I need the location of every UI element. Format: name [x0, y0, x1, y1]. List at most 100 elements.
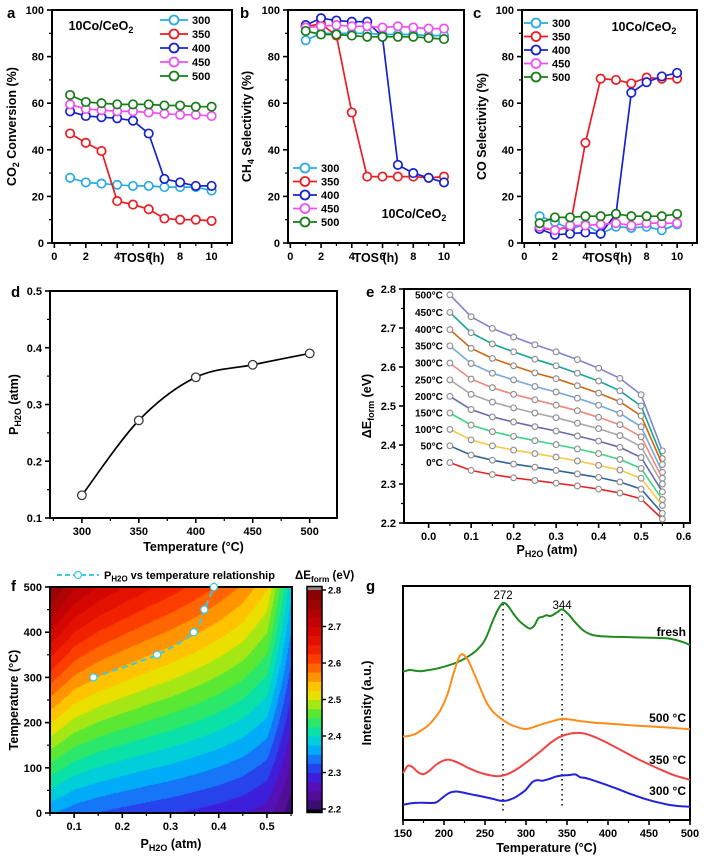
eform-series-marker [616, 387, 624, 395]
legend-marker [168, 14, 180, 26]
series-450-marker [672, 218, 683, 229]
series-450-marker [65, 99, 76, 110]
series-400-line [305, 17, 445, 184]
x-axis-title: Temperature (°C) [496, 841, 597, 855]
series-350-marker [610, 74, 622, 85]
eform-series-marker [488, 384, 496, 392]
panel-g: 150 200 250 300 350 400 450 500 Temperature (°C)… [360, 578, 699, 855]
colorbar-band [307, 717, 322, 728]
y-tick-label: 0 [508, 238, 514, 250]
x-tick-label: 350 [130, 526, 148, 538]
eform-series-marker [552, 453, 560, 461]
eform-series-marker [467, 466, 475, 474]
y-tick-label: 2.2 [381, 518, 396, 530]
x-tick-label: 0.3 [163, 821, 178, 833]
eform-series-marker [552, 375, 560, 383]
eform-series-marker [616, 478, 624, 486]
eform-series-marker [637, 412, 645, 420]
catalyst-label: 10Co/CeO2 [69, 19, 134, 35]
colorbar-band [307, 690, 322, 700]
plot-frame [49, 290, 338, 519]
eform-series-marker [510, 432, 518, 440]
eform-series-marker [552, 348, 560, 356]
x-tick-label: 10 [438, 251, 450, 263]
series-350-line [305, 23, 445, 179]
eform-series-marker [637, 454, 645, 461]
eform-series-marker [573, 419, 581, 427]
colorbar-band [307, 726, 322, 737]
curve-label: 350 °C [649, 753, 686, 767]
series-350-marker [112, 196, 123, 207]
y-tick-label: 0.3 [27, 400, 42, 412]
eform-series-marker [446, 342, 454, 350]
series-400-marker [656, 71, 667, 82]
panel-letter: d [11, 284, 20, 301]
series-temperature-label: 50°C [421, 441, 443, 452]
legend-label: 400 [321, 190, 339, 202]
series-400-marker [159, 173, 170, 184]
series-500-marker [206, 101, 217, 112]
x-tick-label: 2 [318, 251, 324, 263]
series-450-marker [159, 108, 170, 119]
colorbar-band [307, 736, 322, 746]
eform-series-marker [552, 388, 560, 396]
overlay-point [89, 673, 98, 682]
panel-letter: a [7, 5, 16, 22]
eform-series-marker [616, 455, 624, 463]
series-500-marker [96, 98, 107, 109]
series-300-line [69, 176, 212, 192]
series-500-marker [580, 211, 591, 222]
eform-series-marker [467, 360, 475, 367]
series-300-marker [300, 35, 311, 46]
legend-label: 450 [321, 204, 339, 216]
series-450-marker [315, 21, 327, 32]
eform-series-marker [467, 421, 475, 429]
eform-series-marker [595, 425, 603, 433]
series-450-marker [595, 219, 606, 230]
x-tick-label: 8 [177, 251, 183, 263]
series-500-marker [392, 31, 403, 42]
legend-label: 500 [192, 71, 210, 83]
legend-label: 450 [552, 59, 570, 71]
y-tick-label: 0 [274, 238, 280, 250]
legend-panel-a: 300 350 400 450 500 [160, 14, 210, 83]
series-500-marker [672, 208, 683, 219]
colorbar-band [307, 708, 322, 719]
y-tick-label: 0.1 [27, 513, 42, 525]
y-tick-label: 20 [268, 191, 280, 203]
colorbar-band [307, 663, 322, 673]
series-450-marker [565, 220, 576, 231]
legend-marker [530, 31, 542, 42]
series-400-marker [206, 180, 217, 191]
eform-series-marker [467, 406, 475, 413]
y-tick-label: 100 [24, 763, 42, 775]
colorbar-tick-label: 2.7 [328, 622, 341, 633]
eform-series-marker [616, 432, 624, 440]
legend-label: 450 [192, 57, 210, 69]
x-tick-label: 0.3 [548, 531, 563, 543]
eform-series-marker [616, 466, 624, 474]
ph2o-marker [247, 359, 258, 370]
series-500-line [69, 94, 212, 108]
x-axis-title: TOS (h) [120, 251, 165, 265]
plot-frame [49, 586, 293, 814]
series-400-marker [641, 77, 652, 88]
series-400-marker [423, 172, 434, 183]
series-350-marker [159, 213, 170, 224]
series-450-marker [377, 22, 388, 33]
eform-series-marker [573, 356, 581, 364]
x-tick-label: 200 [435, 828, 453, 840]
series-500-marker [300, 25, 311, 37]
y-tick-label: 60 [32, 98, 44, 110]
eform-series-marker [595, 401, 603, 409]
eform-series-marker [488, 398, 496, 406]
eform-series-marker [595, 461, 603, 469]
eform-series-marker [637, 402, 645, 410]
x-tick-label: 0 [51, 251, 57, 263]
legend-label: 500 [552, 72, 570, 84]
x-tick-label: 0.4 [591, 531, 607, 543]
eform-series-marker [531, 450, 539, 458]
series-400-marker [127, 115, 139, 126]
legend-marker [168, 28, 180, 40]
colorbar-over-cap [307, 586, 322, 590]
